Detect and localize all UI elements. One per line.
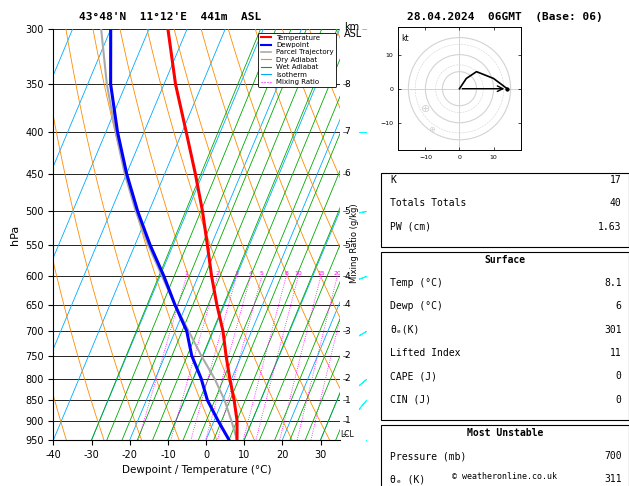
Text: 2: 2 (345, 374, 350, 383)
Text: 28.04.2024  06GMT  (Base: 06): 28.04.2024 06GMT (Base: 06) (407, 12, 603, 22)
Text: Surface: Surface (484, 255, 525, 265)
Text: 3: 3 (345, 327, 350, 335)
Text: 311: 311 (604, 474, 621, 485)
Y-axis label: hPa: hPa (9, 225, 19, 244)
Text: 11: 11 (610, 348, 621, 358)
Text: 3: 3 (235, 271, 238, 276)
Text: 1: 1 (345, 396, 350, 405)
Text: Totals Totals: Totals Totals (391, 198, 467, 208)
Text: Dewp (°C): Dewp (°C) (391, 301, 443, 312)
Text: 15: 15 (317, 271, 325, 276)
Text: © weatheronline.co.uk: © weatheronline.co.uk (452, 472, 557, 481)
Text: LCL: LCL (341, 430, 354, 439)
Text: 43°48'N  11°12'E  441m  ASL: 43°48'N 11°12'E 441m ASL (79, 12, 261, 22)
Text: 4: 4 (345, 300, 350, 309)
Text: 2: 2 (216, 271, 220, 276)
Text: 700: 700 (604, 451, 621, 461)
Text: 4: 4 (248, 271, 253, 276)
Text: CIN (J): CIN (J) (391, 395, 431, 405)
Text: CAPE (J): CAPE (J) (391, 371, 438, 382)
Text: 8: 8 (345, 80, 350, 88)
Text: Mixing Ratio (g/kg): Mixing Ratio (g/kg) (350, 203, 359, 283)
Text: 5: 5 (345, 207, 350, 216)
Text: Pressure (mb): Pressure (mb) (391, 451, 467, 461)
Text: 6: 6 (616, 301, 621, 312)
Text: 6: 6 (345, 169, 350, 178)
Text: 0: 0 (616, 395, 621, 405)
Text: 8: 8 (284, 271, 288, 276)
Bar (381, 252, 629, 420)
X-axis label: Dewpoint / Temperature (°C): Dewpoint / Temperature (°C) (122, 465, 271, 475)
Text: 17: 17 (610, 175, 621, 185)
Text: K: K (391, 175, 396, 185)
Text: PW (cm): PW (cm) (391, 222, 431, 232)
Text: 20: 20 (333, 271, 342, 276)
Text: 7: 7 (345, 127, 350, 136)
Text: 1: 1 (345, 416, 350, 425)
Text: ⊕: ⊕ (421, 104, 430, 114)
Bar (381, 173, 629, 247)
Text: 301: 301 (604, 325, 621, 335)
Text: 5: 5 (345, 241, 350, 250)
Text: kt: kt (401, 34, 409, 43)
Text: 0: 0 (616, 371, 621, 382)
Bar (381, 425, 629, 486)
Text: Most Unstable: Most Unstable (467, 428, 543, 438)
Text: 25: 25 (347, 271, 354, 276)
Text: km: km (344, 22, 359, 32)
Text: Lifted Index: Lifted Index (391, 348, 461, 358)
Text: 1.63: 1.63 (598, 222, 621, 232)
Text: Temp (°C): Temp (°C) (391, 278, 443, 288)
Text: 1: 1 (185, 271, 189, 276)
Text: 10: 10 (294, 271, 302, 276)
Text: 8.1: 8.1 (604, 278, 621, 288)
Text: 2: 2 (345, 351, 350, 360)
Text: ASL: ASL (344, 29, 362, 39)
Text: 5: 5 (260, 271, 264, 276)
Text: θₑ(K): θₑ(K) (391, 325, 420, 335)
Legend: Temperature, Dewpoint, Parcel Trajectory, Dry Adiabat, Wet Adiabat, Isotherm, Mi: Temperature, Dewpoint, Parcel Trajectory… (259, 33, 336, 87)
Text: ⊕: ⊕ (429, 125, 436, 134)
Text: 4: 4 (345, 272, 350, 280)
Text: θₑ (K): θₑ (K) (391, 474, 426, 485)
Text: 40: 40 (610, 198, 621, 208)
